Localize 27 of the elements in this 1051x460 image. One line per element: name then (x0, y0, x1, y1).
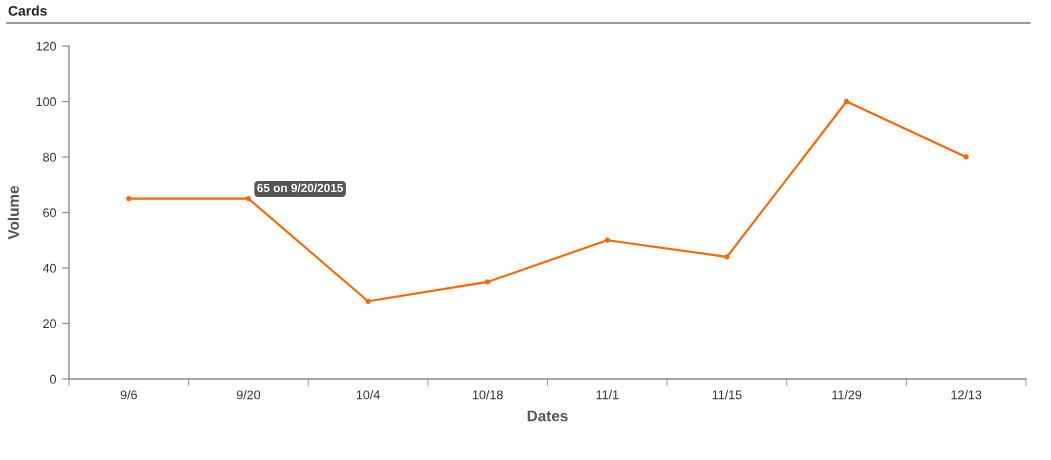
x-tick-label: 10/18 (473, 390, 503, 400)
x-tick-label: 9/20 (236, 390, 261, 400)
point (843, 98, 850, 105)
x-tick-label: 12/13 (951, 390, 982, 400)
y-tick-label: 40 (42, 263, 57, 273)
point (485, 279, 491, 285)
x-tick-label: 11/1 (596, 390, 619, 400)
y-tick-label: 100 (36, 97, 57, 107)
x-tick-label: 11/29 (832, 390, 862, 400)
point (245, 195, 252, 202)
y-tick-label: 20 (43, 319, 57, 329)
point (604, 237, 610, 243)
chart-title: Cards (8, 5, 47, 16)
x-tick-label: 9/6 (120, 390, 137, 400)
x-tick-label: 10/4 (356, 390, 380, 400)
point (365, 298, 371, 304)
y-axis-title: Volume (7, 185, 19, 240)
point (126, 195, 132, 202)
y-tick-label: 120 (36, 41, 57, 51)
annotation: 65 on 9/20/2015 (257, 183, 344, 193)
y-tick-label: 60 (43, 208, 57, 218)
point (724, 254, 730, 260)
x-axis-title: Dates (527, 410, 568, 422)
y-tick-label: 0 (50, 374, 57, 384)
point (963, 154, 969, 160)
x-tick-label: 11/15 (712, 390, 742, 400)
y-tick-label: 80 (43, 152, 57, 162)
